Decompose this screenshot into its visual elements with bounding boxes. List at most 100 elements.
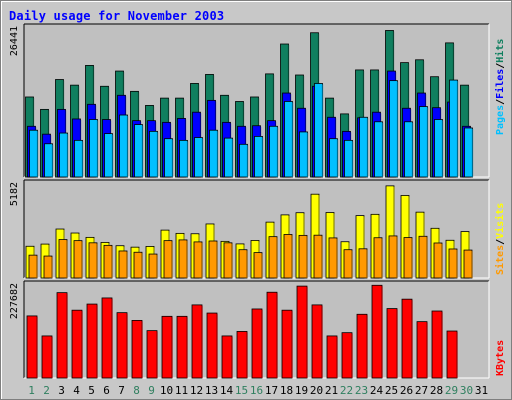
bar-kbytes-day-23 (356, 313, 368, 379)
bar-sites-day-21 (328, 237, 338, 279)
bar-kbytes-day-5 (86, 303, 98, 379)
x-tick-label-day-14: 14 (220, 384, 234, 397)
bar-sites-day-9 (148, 253, 158, 279)
x-tick-label-day-22: 22 (340, 384, 353, 397)
bar-kbytes-day-6 (101, 297, 113, 379)
x-tick-label-day-26: 26 (400, 384, 413, 397)
legend-bottom: KBytes (495, 340, 506, 376)
x-tick-label-day-15: 15 (235, 384, 248, 397)
bar-kbytes-day-29 (446, 330, 458, 379)
chart-title: Daily usage for November 2003 (9, 9, 225, 23)
bar-pages-day-14 (224, 137, 233, 178)
bar-pages-day-29 (449, 79, 458, 178)
x-tick-label-day-12: 12 (190, 384, 203, 397)
x-tick-label-day-5: 5 (88, 384, 95, 397)
bar-kbytes-day-12 (191, 304, 203, 379)
x-tick-label-day-24: 24 (370, 384, 384, 397)
legend-sep: / (495, 99, 506, 105)
bar-pages-day-28 (434, 119, 443, 178)
bar-sites-day-25 (388, 235, 398, 279)
bar-kbytes-day-7 (116, 312, 128, 379)
bar-kbytes-day-22 (341, 332, 353, 379)
bar-sites-day-6 (103, 244, 113, 279)
bar-pages-day-15 (239, 143, 248, 178)
bar-kbytes-day-20 (311, 304, 323, 379)
bar-kbytes-day-17 (266, 291, 278, 379)
bar-sites-day-29 (448, 248, 458, 279)
legend-middle: Sites/Visits (494, 203, 506, 275)
x-tick-label-day-13: 13 (205, 384, 218, 397)
bar-kbytes-day-18 (281, 309, 293, 379)
bar-pages-day-13 (209, 129, 218, 178)
bar-pages-day-23 (359, 116, 368, 178)
top-axis-max-label: 26441 (9, 26, 20, 56)
bar-kbytes-day-13 (206, 312, 218, 379)
bar-pages-day-26 (404, 121, 413, 178)
bar-kbytes-day-28 (431, 310, 443, 379)
legend-sites: Sites (494, 245, 506, 275)
bar-pages-day-24 (374, 121, 383, 178)
x-tick-label-day-18: 18 (280, 384, 293, 397)
bar-sites-day-22 (343, 249, 353, 279)
bar-pages-day-8 (134, 124, 143, 178)
bar-kbytes-day-16 (251, 308, 263, 379)
x-tick-label-day-29: 29 (445, 384, 458, 397)
bar-pages-day-22 (344, 139, 353, 178)
legend-hits: Hits (494, 39, 506, 63)
bar-kbytes-day-11 (176, 315, 188, 379)
bar-kbytes-day-4 (71, 309, 83, 379)
bar-sites-day-28 (433, 242, 443, 279)
x-tick-label-day-16: 16 (250, 384, 263, 397)
legend-sep: / (495, 239, 506, 245)
bar-kbytes-day-24 (371, 284, 383, 379)
x-tick-label-day-28: 28 (430, 384, 443, 397)
bar-kbytes-day-3 (56, 292, 68, 379)
x-tick-label-day-23: 23 (355, 384, 368, 397)
bar-sites-day-30 (463, 249, 473, 279)
bar-kbytes-day-8 (131, 320, 143, 379)
bar-sites-day-18 (283, 234, 293, 279)
bar-kbytes-day-2 (41, 335, 53, 379)
bar-pages-day-9 (149, 130, 158, 178)
bar-sites-day-2 (43, 255, 53, 279)
bar-sites-day-4 (73, 240, 83, 279)
bar-pages-day-4 (74, 139, 83, 178)
legend-sep: / (495, 63, 506, 69)
bar-pages-day-21 (329, 138, 338, 178)
bar-kbytes-day-10 (161, 315, 173, 379)
bar-pages-day-3 (59, 132, 68, 178)
bar-pages-day-12 (194, 137, 203, 178)
x-tick-label-day-31: 31 (475, 384, 488, 397)
x-tick-label-day-9: 9 (148, 384, 155, 397)
bar-pages-day-10 (164, 138, 173, 178)
bar-pages-day-6 (104, 133, 113, 178)
bar-sites-day-1 (28, 254, 38, 279)
x-tick-label-day-8: 8 (133, 384, 140, 397)
x-tick-label-day-21: 21 (325, 384, 338, 397)
bar-kbytes-day-15 (236, 331, 248, 379)
bottom-axis-max-label: 227682 (9, 283, 20, 319)
bar-pages-day-2 (44, 143, 53, 178)
x-tick-label-day-4: 4 (73, 384, 80, 397)
bar-sites-day-10 (163, 240, 173, 279)
bar-sites-day-12 (193, 241, 203, 279)
x-tick-label-day-27: 27 (415, 384, 428, 397)
bar-pages-day-16 (254, 136, 263, 178)
x-tick-label-day-1: 1 (28, 384, 35, 397)
bar-sites-day-26 (403, 237, 413, 279)
x-tick-label-day-3: 3 (58, 384, 65, 397)
bar-pages-day-5 (89, 119, 98, 178)
bar-pages-day-20 (314, 83, 323, 178)
bar-kbytes-day-21 (326, 335, 338, 379)
x-tick-label-day-30: 30 (460, 384, 473, 397)
bar-kbytes-day-19 (296, 285, 308, 379)
x-tick-label-day-25: 25 (385, 384, 398, 397)
bar-kbytes-day-26 (401, 298, 413, 379)
bar-sites-day-24 (373, 237, 383, 279)
bar-pages-day-30 (464, 127, 473, 178)
bar-sites-day-27 (418, 235, 428, 279)
x-tick-label-day-2: 2 (43, 384, 50, 397)
bar-sites-day-7 (118, 250, 128, 279)
x-tick-label-day-19: 19 (295, 384, 308, 397)
bar-sites-day-23 (358, 248, 368, 279)
